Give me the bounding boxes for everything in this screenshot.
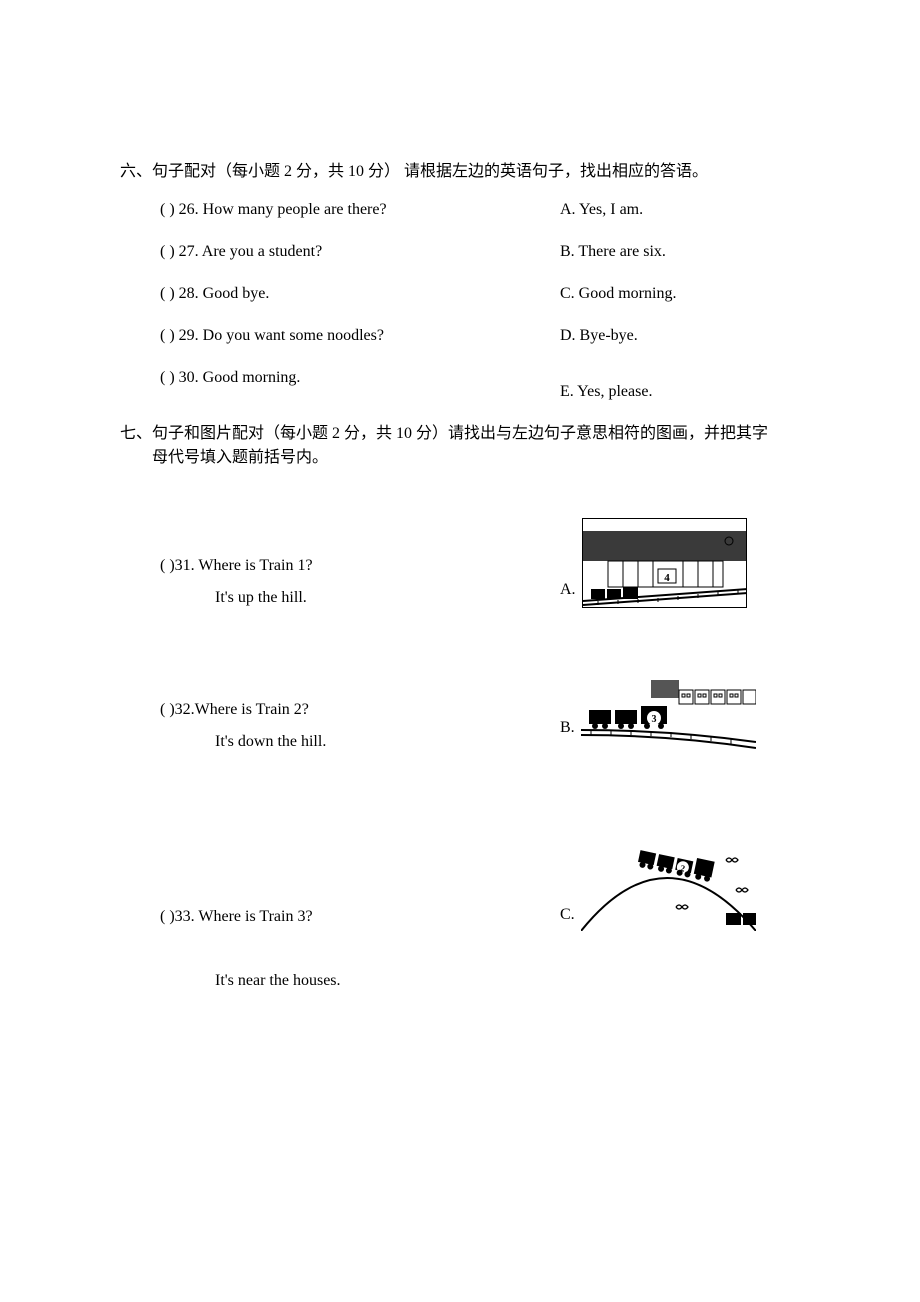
q7-answer-32: It's down the hill.: [215, 730, 560, 754]
q6-question-30: ( ) 30. Good morning.: [160, 366, 560, 404]
train-houses-image: 3: [581, 680, 756, 755]
q6-answer-c: C. Good morning.: [560, 282, 810, 306]
q7-answer-31: It's up the hill.: [215, 586, 560, 610]
section7-subtitle: 母代号填入题前括号内。: [152, 446, 810, 470]
q6-answer-b: B. There are six.: [560, 240, 810, 264]
q6-answer-d: D. Bye-bye.: [560, 324, 810, 348]
q6-row-30: ( ) 30. Good morning. E. Yes, please.: [160, 366, 810, 404]
q7-label-a: A.: [560, 578, 576, 608]
q6-row-27: ( ) 27. Are you a student? B. There are …: [160, 240, 810, 264]
q7-label-c: C.: [560, 903, 575, 931]
train-hill-image: 2: [581, 845, 756, 931]
q6-question-26: ( ) 26. How many people are there?: [160, 198, 560, 222]
q7-question-33: ( )33. Where is Train 3?: [160, 905, 560, 929]
q6-question-27: ( ) 27. Are you a student?: [160, 240, 560, 264]
q6-question-29: ( ) 29. Do you want some noodles?: [160, 324, 560, 348]
section6-title: 六、句子配对（每小题 2 分，共 10 分） 请根据左边的英语句子，找出相应的答…: [120, 160, 810, 184]
q7-answer-33: It's near the houses.: [215, 969, 560, 993]
q6-answer-a: A. Yes, I am.: [560, 198, 810, 222]
q7-item-31: ( )31. Where is Train 1? It's up the hil…: [160, 518, 810, 610]
svg-text:4: 4: [664, 572, 670, 584]
section7-title: 七、句子和图片配对（每小题 2 分，共 10 分）请找出与左边句子意思相符的图画…: [120, 422, 810, 446]
q6-row-29: ( ) 29. Do you want some noodles? D. Bye…: [160, 324, 810, 348]
q6-row-28: ( ) 28. Good bye. C. Good morning.: [160, 282, 810, 306]
q7-item-32: ( )32.Where is Train 2? It's down the hi…: [160, 680, 810, 755]
q7-question-32: ( )32.Where is Train 2?: [160, 698, 560, 722]
q7-label-b: B.: [560, 696, 575, 740]
q7-item-33: ( )33. Where is Train 3? It's near the h…: [160, 845, 810, 993]
train-station-image: 4: [582, 518, 747, 608]
q7-question-31: ( )31. Where is Train 1?: [160, 554, 560, 578]
q6-row-26: ( ) 26. How many people are there? A. Ye…: [160, 198, 810, 222]
svg-text:3: 3: [651, 714, 656, 725]
q6-answer-e: E. Yes, please.: [560, 380, 810, 404]
q6-question-28: ( ) 28. Good bye.: [160, 282, 560, 306]
